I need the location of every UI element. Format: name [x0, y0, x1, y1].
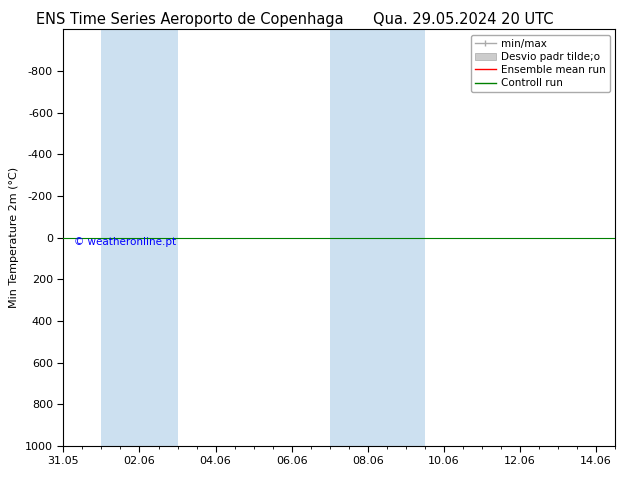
Legend: min/max, Desvio padr tilde;o, Ensemble mean run, Controll run: min/max, Desvio padr tilde;o, Ensemble m…: [470, 35, 610, 92]
Y-axis label: Min Temperature 2m (°C): Min Temperature 2m (°C): [10, 167, 20, 308]
Text: © weatheronline.pt: © weatheronline.pt: [74, 237, 176, 247]
Bar: [101, 29, 178, 446]
Bar: [330, 29, 425, 446]
Text: Qua. 29.05.2024 20 UTC: Qua. 29.05.2024 20 UTC: [373, 12, 553, 27]
Text: ENS Time Series Aeroporto de Copenhaga: ENS Time Series Aeroporto de Copenhaga: [36, 12, 344, 27]
